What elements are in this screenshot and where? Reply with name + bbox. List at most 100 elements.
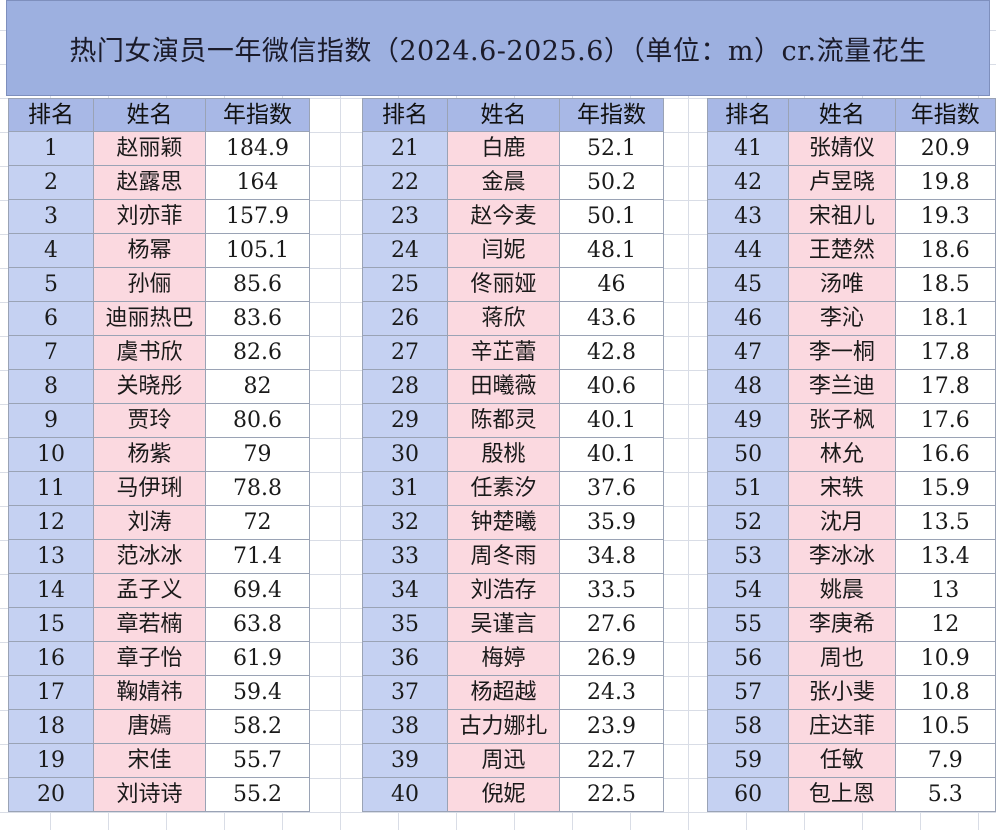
rank-cell: 17 [8,675,94,710]
name-cell: 李冰冰 [788,539,896,574]
rank-cell: 3 [8,199,94,234]
table-row: 39 周迅 22.7 [362,743,664,778]
value-cell: 10.5 [894,709,996,744]
name-cell: 周冬雨 [447,539,560,574]
rank-cell: 30 [362,437,448,472]
rank-cell: 5 [8,267,94,302]
table-row: 1 赵丽颖 184.9 [8,131,310,166]
rank-cell: 58 [706,709,790,744]
value-column-header: 年指数 [205,98,310,132]
name-cell: 陈都灵 [447,403,560,438]
rank-cell: 40 [362,777,448,812]
rank-cell: 49 [706,403,790,438]
table-row: 17 鞠婧祎 59.4 [8,675,310,710]
rank-cell: 48 [706,369,790,404]
value-cell: 19.8 [894,165,996,200]
value-cell: 16.6 [894,437,996,472]
rank-cell: 38 [362,709,448,744]
table-row: 54 姚晨 13 [706,573,996,608]
table-row: 23 赵今麦 50.1 [362,199,664,234]
rank-column-header: 排名 [706,98,790,132]
name-cell: 李一桐 [788,335,896,370]
name-cell: 佟丽娅 [447,267,560,302]
rank-cell: 23 [362,199,448,234]
ranking-table-1-20: 排名 姓名 年指数 1 赵丽颖 184.9 2 赵露思 164 3 刘亦菲 157.9 4 杨幂 10… [8,98,310,812]
value-cell: 26.9 [559,641,664,676]
value-column-header: 年指数 [894,98,996,132]
name-cell: 章子怡 [93,641,206,676]
value-cell: 18.6 [894,233,996,268]
name-cell: 白鹿 [447,131,560,166]
table-row: 5 孙俪 85.6 [8,267,310,302]
value-cell: 15.9 [894,471,996,506]
name-cell: 庄达菲 [788,709,896,744]
table-row: 44 王楚然 18.6 [706,233,996,268]
value-cell: 71.4 [205,539,310,574]
table-row: 32 钟楚曦 35.9 [362,505,664,540]
name-cell: 孟子义 [93,573,206,608]
value-cell: 55.2 [205,777,310,812]
table-row: 22 金晨 50.2 [362,165,664,200]
value-cell: 164 [205,165,310,200]
name-cell: 宋祖儿 [788,199,896,234]
name-cell: 张子枫 [788,403,896,438]
value-cell: 40.1 [559,437,664,472]
rank-cell: 9 [8,403,94,438]
table-row: 33 周冬雨 34.8 [362,539,664,574]
value-cell: 46 [559,267,664,302]
name-cell: 周迅 [447,743,560,778]
rank-cell: 52 [706,505,790,540]
rank-cell: 54 [706,573,790,608]
value-cell: 19.3 [894,199,996,234]
rank-cell: 39 [362,743,448,778]
value-cell: 55.7 [205,743,310,778]
table-header-row: 排名 姓名 年指数 [706,98,996,132]
rank-cell: 11 [8,471,94,506]
value-cell: 69.4 [205,573,310,608]
value-cell: 35.9 [559,505,664,540]
name-cell: 刘亦菲 [93,199,206,234]
rank-cell: 43 [706,199,790,234]
table-row: 16 章子怡 61.9 [8,641,310,676]
name-cell: 鞠婧祎 [93,675,206,710]
name-cell: 林允 [788,437,896,472]
value-cell: 78.8 [205,471,310,506]
name-cell: 卢昱晓 [788,165,896,200]
table-row: 41 张婧仪 20.9 [706,131,996,166]
value-cell: 50.1 [559,199,664,234]
rank-cell: 25 [362,267,448,302]
name-cell: 任素汐 [447,471,560,506]
value-cell: 18.1 [894,301,996,336]
name-cell: 姚晨 [788,573,896,608]
name-cell: 宋轶 [788,471,896,506]
table-row: 34 刘浩存 33.5 [362,573,664,608]
table-row: 35 吴谨言 27.6 [362,607,664,642]
name-cell: 任敏 [788,743,896,778]
table-row: 15 章若楠 63.8 [8,607,310,642]
table-row: 46 李沁 18.1 [706,301,996,336]
value-cell: 40.1 [559,403,664,438]
value-column-header: 年指数 [559,98,664,132]
name-cell: 辛芷蕾 [447,335,560,370]
table-row: 4 杨幂 105.1 [8,233,310,268]
name-cell: 虞书欣 [93,335,206,370]
rank-cell: 26 [362,301,448,336]
name-cell: 杨幂 [93,233,206,268]
name-cell: 赵露思 [93,165,206,200]
value-cell: 85.6 [205,267,310,302]
value-cell: 7.9 [894,743,996,778]
rank-cell: 55 [706,607,790,642]
rank-cell: 35 [362,607,448,642]
name-cell: 钟楚曦 [447,505,560,540]
rank-cell: 28 [362,369,448,404]
rank-cell: 37 [362,675,448,710]
rank-cell: 12 [8,505,94,540]
table-row: 26 蒋欣 43.6 [362,301,664,336]
rank-cell: 16 [8,641,94,676]
value-cell: 52.1 [559,131,664,166]
name-cell: 迪丽热巴 [93,301,206,336]
value-cell: 5.3 [894,777,996,812]
table-row: 47 李一桐 17.8 [706,335,996,370]
value-cell: 82 [205,369,310,404]
name-cell: 闫妮 [447,233,560,268]
